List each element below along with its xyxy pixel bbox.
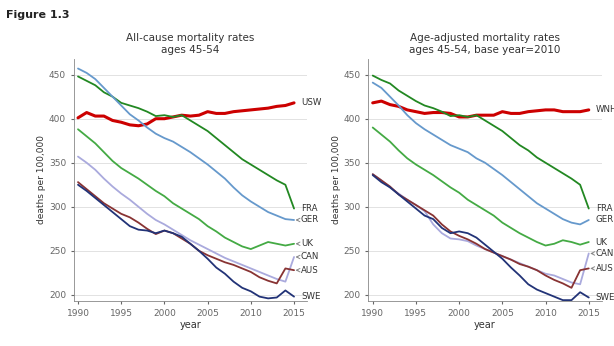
Text: GER: GER: [596, 216, 614, 225]
Text: Figure 1.3: Figure 1.3: [6, 10, 69, 20]
Text: FRA: FRA: [596, 204, 612, 213]
Text: USW: USW: [301, 98, 321, 107]
Text: CAN: CAN: [297, 253, 319, 262]
Text: GER: GER: [297, 216, 319, 225]
Text: UK: UK: [596, 237, 608, 246]
Text: WNH: WNH: [596, 106, 614, 115]
Text: AUS: AUS: [591, 264, 613, 273]
X-axis label: year: year: [474, 320, 496, 330]
Title: Age-adjusted mortality rates
ages 45-54, base year=2010: Age-adjusted mortality rates ages 45-54,…: [410, 33, 561, 55]
Text: SWE: SWE: [301, 292, 321, 301]
X-axis label: year: year: [179, 320, 201, 330]
Y-axis label: deaths per 100,000: deaths per 100,000: [37, 135, 46, 225]
Text: CAN: CAN: [591, 249, 614, 258]
Y-axis label: deaths per 100,000: deaths per 100,000: [332, 135, 341, 225]
Title: All-cause mortality rates
ages 45-54: All-cause mortality rates ages 45-54: [126, 33, 255, 55]
Text: AUS: AUS: [297, 266, 319, 275]
Text: FRA: FRA: [301, 204, 317, 213]
Text: SWE: SWE: [596, 293, 614, 302]
Text: UK: UK: [297, 239, 313, 248]
